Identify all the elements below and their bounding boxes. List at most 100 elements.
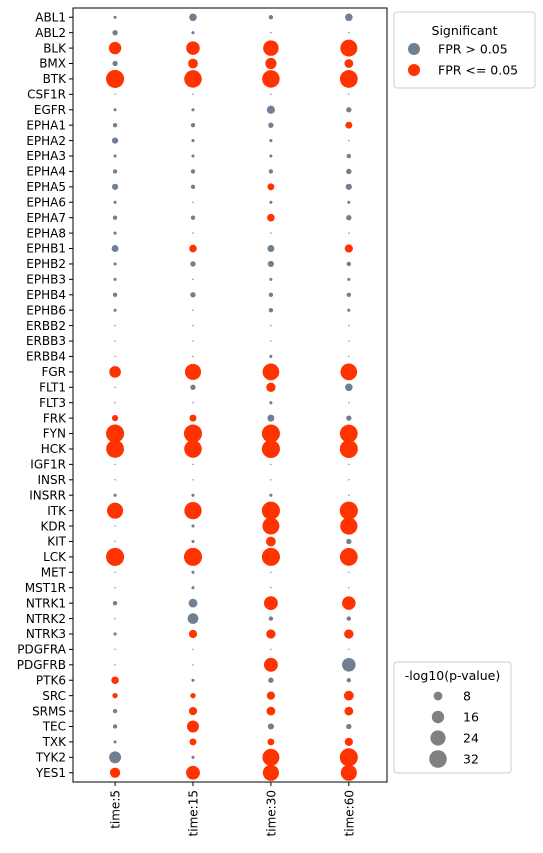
point-bmx-time-5 (112, 60, 118, 67)
point-kdr-time-30 (262, 517, 280, 535)
point-frk-time-15 (189, 414, 197, 422)
y-tick-label-met: MET (41, 566, 67, 580)
y-tick-label-epha3: EPHA3 (26, 149, 66, 163)
point-ntrk2-time-30 (268, 616, 274, 621)
point-txk-time-30 (267, 738, 275, 746)
y-tick-label-ephb2: EPHB2 (26, 257, 66, 271)
point-ntrk1-time-5 (112, 600, 118, 606)
point-blk-time-60 (340, 39, 358, 57)
y-tick-label-epha1: EPHA1 (26, 118, 66, 132)
point-ephb4-time-15 (190, 292, 196, 298)
point-txk-time-15 (189, 738, 197, 746)
point-ephb1-time-15 (189, 244, 197, 253)
point-ntrk1-time-30 (263, 596, 278, 611)
point-ptk6-time-5 (111, 676, 119, 685)
y-tick-label-src: SRC (42, 689, 66, 703)
x-tick-label-time-30: time:30 (264, 790, 278, 836)
point-epha6-time-30 (269, 200, 273, 204)
point-erbb3-time-30 (270, 340, 272, 342)
point-txk-time-5 (113, 740, 117, 744)
point-ephb6-time-60 (347, 308, 351, 312)
y-tick-label-ntrk2: NTRK2 (26, 612, 66, 626)
point-erbb2-time-5 (114, 324, 116, 327)
point-insrr-time-60 (348, 494, 350, 496)
point-epha5-time-30 (267, 183, 275, 191)
y-tick-label-epha2: EPHA2 (26, 134, 66, 148)
point-csf1r-time-15 (192, 93, 194, 96)
point-epha3-time-30 (269, 154, 273, 158)
point-ptk6-time-15 (191, 678, 195, 682)
point-insrr-time-5 (113, 493, 117, 497)
point-erbb4-time-15 (192, 355, 194, 358)
size-legend-label-32: 32 (463, 752, 479, 767)
point-epha3-time-15 (191, 154, 195, 158)
point-ptk6-time-60 (346, 678, 352, 683)
point-ntrk2-time-60 (346, 616, 352, 621)
point-met-time-60 (348, 571, 350, 574)
point-ephb4-time-60 (346, 292, 352, 297)
point-mst1r-time-5 (114, 587, 116, 589)
point-erbb3-time-60 (348, 340, 350, 342)
y-tick-label-abl2: ABL2 (35, 26, 66, 40)
point-abl2-time-5 (112, 29, 118, 36)
point-erbb3-time-15 (192, 340, 194, 342)
point-lck-time-30 (261, 547, 280, 566)
point-epha1-time-60 (345, 121, 353, 129)
point-mst1r-time-15 (191, 586, 195, 590)
point-epha6-time-5 (113, 200, 117, 204)
point-srms-time-60 (344, 706, 354, 716)
color-legend-marker-significant (408, 64, 420, 76)
point-flt3-time-60 (348, 402, 350, 404)
point-abl2-time-30 (270, 31, 272, 34)
point-hck-time-30 (261, 439, 280, 459)
size-legend-frame (393, 661, 512, 774)
point-ephb4-time-5 (112, 292, 118, 297)
y-tick-label-erbb3: ERBB3 (26, 334, 66, 348)
y-tick-label-tyk2: TYK2 (35, 751, 66, 765)
y-tick-label-erbb2: ERBB2 (26, 319, 66, 333)
point-insrr-time-30 (269, 493, 273, 497)
point-fyn-time-5 (106, 424, 125, 443)
point-met-time-15 (191, 570, 195, 574)
point-epha7-time-60 (346, 215, 352, 221)
y-tick-label-epha7: EPHA7 (26, 211, 66, 225)
y-axis: ABL1ABL2BLKBMXBTKCSF1REGFREPHA1EPHA2EPHA… (17, 10, 73, 780)
point-fyn-time-30 (261, 424, 280, 443)
point-epha2-time-15 (191, 139, 195, 143)
point-tyk2-time-5 (109, 751, 122, 764)
point-flt3-time-15 (192, 402, 194, 404)
point-epha3-time-60 (346, 153, 352, 159)
point-insr-time-15 (192, 479, 194, 481)
point-frk-time-60 (346, 415, 352, 421)
point-blk-time-5 (108, 41, 122, 55)
point-egfr-time-60 (346, 107, 352, 113)
y-tick-label-frk: FRK (43, 411, 67, 425)
point-tyk2-time-30 (262, 748, 280, 766)
point-igf1r-time-30 (270, 463, 272, 466)
y-tick-label-fgr: FGR (41, 365, 66, 379)
point-igf1r-time-60 (348, 463, 350, 466)
y-tick-label-epha6: EPHA6 (26, 195, 66, 209)
point-src-time-15 (190, 692, 196, 699)
point-abl1-time-60 (345, 13, 353, 22)
point-fyn-time-60 (339, 424, 358, 443)
point-btk-time-30 (262, 70, 280, 88)
point-epha6-time-60 (347, 200, 351, 204)
point-igf1r-time-5 (114, 463, 116, 466)
x-tick-label-time-15: time:15 (186, 790, 200, 836)
y-tick-label-ephb1: EPHB1 (26, 242, 66, 256)
point-epha4-time-30 (268, 169, 274, 174)
point-ephb2-time-5 (113, 262, 117, 266)
point-pdgfra-time-60 (348, 648, 350, 651)
point-pdgfrb-time-15 (192, 664, 194, 666)
y-tick-label-epha8: EPHA8 (26, 226, 66, 240)
point-srms-time-5 (112, 708, 118, 714)
point-tec-time-15 (186, 720, 199, 733)
size-legend-label-24: 24 (463, 731, 479, 746)
y-tick-label-itk: ITK (47, 504, 67, 518)
point-erbb2-time-30 (270, 324, 272, 327)
x-tick-label-time-5: time:5 (109, 790, 123, 829)
point-fgr-time-60 (340, 363, 358, 381)
point-ephb1-time-5 (111, 245, 119, 252)
size-legend: -log10(p-value) 8 16 24 32 (393, 661, 512, 774)
